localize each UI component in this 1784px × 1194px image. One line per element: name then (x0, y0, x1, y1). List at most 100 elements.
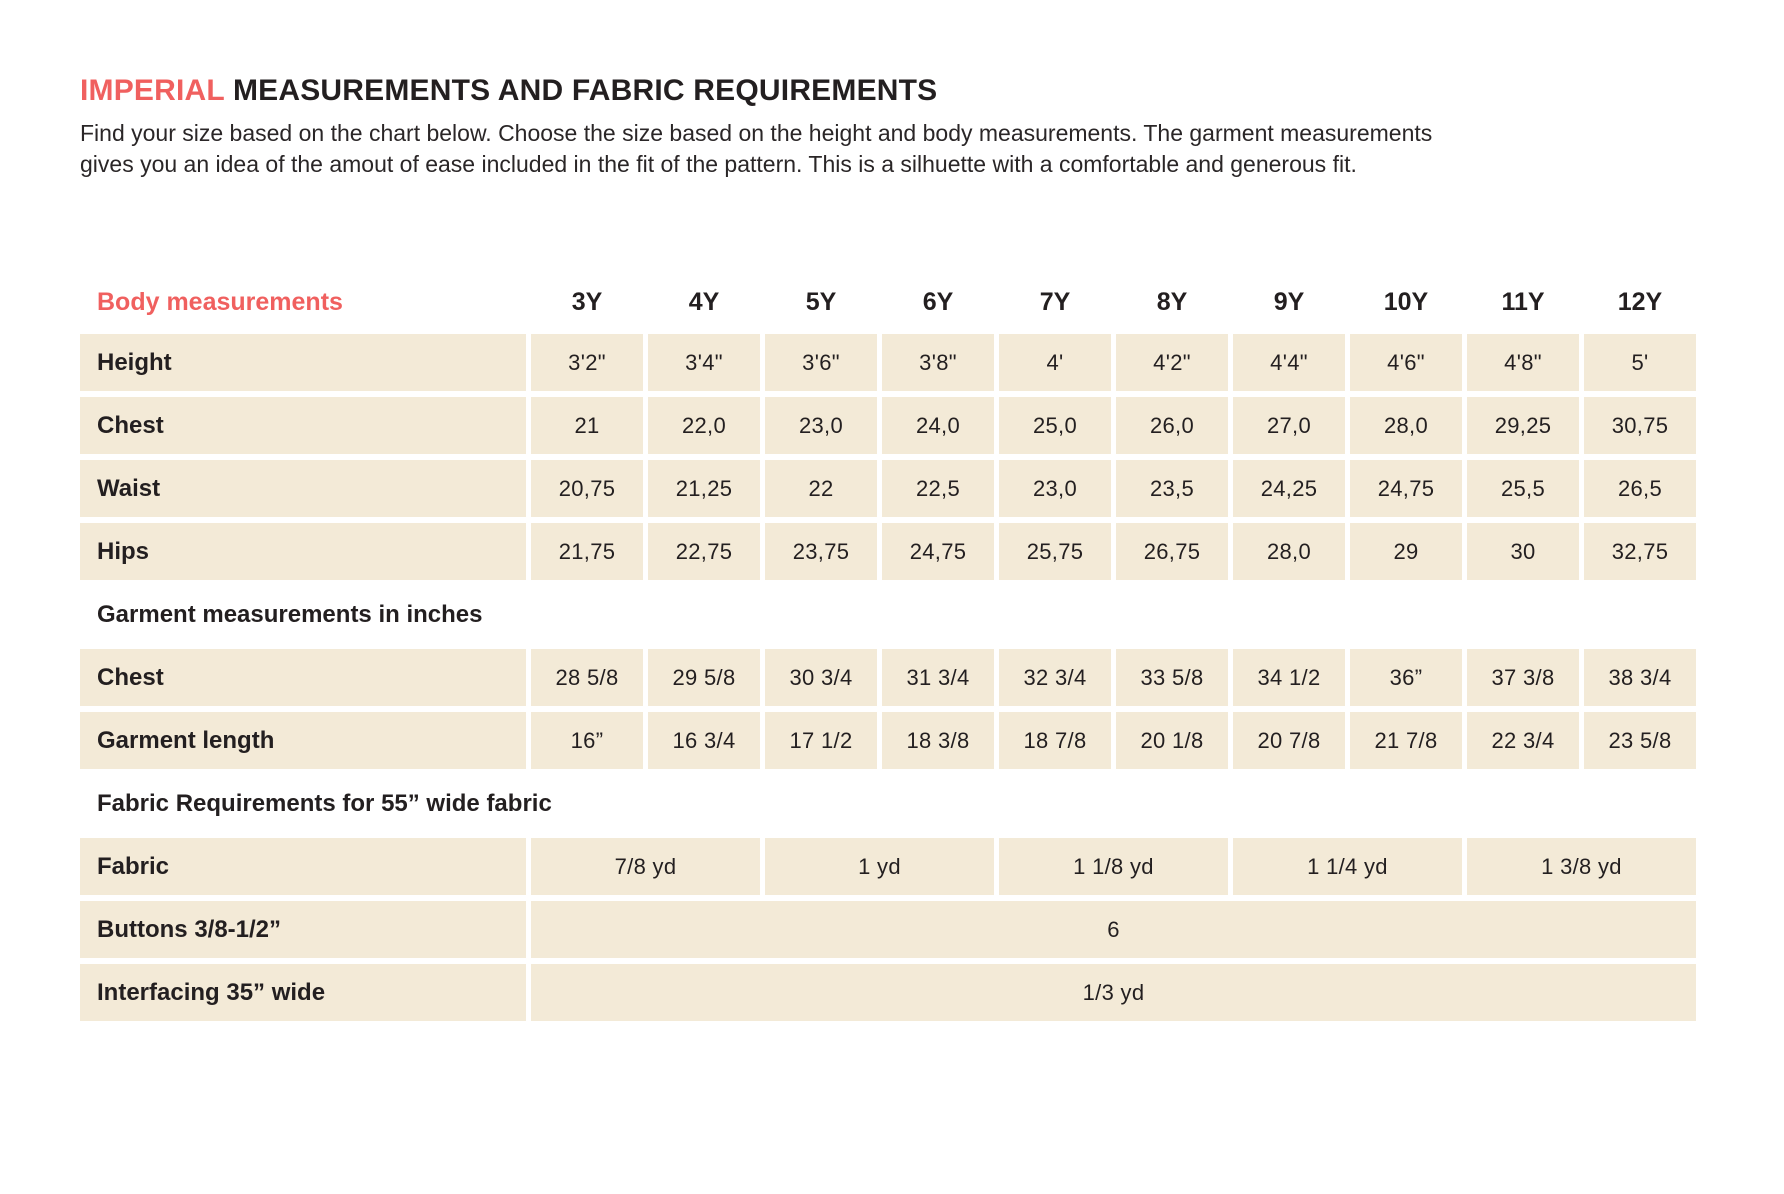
table-row: Waist 20,75 21,25 22 22,5 23,0 23,5 24,25 24,75 2… (80, 460, 1696, 517)
fabric-section-header: Fabric Requirements for 55” wide fabric (97, 789, 552, 817)
measurement-cell: 20 7/8 (1233, 712, 1345, 769)
measurement-cell: 29,25 (1467, 397, 1579, 454)
size-column-header: 10Y (1383, 287, 1429, 316)
measurement-cell: 22,75 (648, 523, 760, 580)
size-column-header: 12Y (1617, 287, 1663, 316)
fabric-yardage-cell: 1 3/8 yd (1467, 838, 1696, 895)
measurement-cell: 29 5/8 (648, 649, 760, 706)
measurement-cell: 25,5 (1467, 460, 1579, 517)
measurement-cell: 21,25 (648, 460, 760, 517)
measurement-cell: 31 3/4 (882, 649, 994, 706)
measurement-cell: 28,0 (1350, 397, 1462, 454)
measurement-cell: 3'8" (882, 334, 994, 391)
page-title: IMPERIAL MEASUREMENTS AND FABRIC REQUIRE… (80, 74, 1784, 108)
fabric-yardage-cell: 1 1/8 yd (999, 838, 1228, 895)
measurement-cell: 4'4" (1233, 334, 1345, 391)
measurement-cell: 22 (765, 460, 877, 517)
measurement-cell: 30 3/4 (765, 649, 877, 706)
body-measurements-header: Body measurements (97, 287, 343, 316)
measurement-cell: 4'8" (1467, 334, 1579, 391)
measurement-cell: 3'4" (648, 334, 760, 391)
measurement-cell: 28,0 (1233, 523, 1345, 580)
measurement-cell: 34 1/2 (1233, 649, 1345, 706)
notions-rows: Buttons 3/8-1/2” 6 Interfacing 35” wide 1/3… (80, 901, 1696, 1021)
notion-value-cell: 6 (531, 901, 1696, 958)
measurement-cell: 38 3/4 (1584, 649, 1696, 706)
measurement-cell: 30 (1467, 523, 1579, 580)
intro-paragraph: Find your size based on the chart below.… (80, 118, 1784, 180)
row-label: Hips (80, 523, 526, 580)
table-row: Garment length 16” 16 3/4 17 1/2 18 3/8 18 7/… (80, 712, 1696, 769)
fabric-yardage-cell: 1 1/4 yd (1233, 838, 1462, 895)
table-row: Chest 21 22,0 23,0 24,0 25,0 26,0 27,0 28,0 29,25… (80, 397, 1696, 454)
measurement-cell: 21 (531, 397, 643, 454)
measurement-cell: 24,75 (882, 523, 994, 580)
measurement-cell: 29 (1350, 523, 1462, 580)
row-label: Interfacing 35” wide (80, 964, 526, 1021)
measurement-cell: 20 1/8 (1116, 712, 1228, 769)
table-row: Height 3'2" 3'4" 3'6" 3'8" 4' 4'2" 4'4" 4'6" 4'8"… (80, 334, 1696, 391)
measurement-cell: 22,5 (882, 460, 994, 517)
measurement-cell: 21,75 (531, 523, 643, 580)
measurement-cell: 23 5/8 (1584, 712, 1696, 769)
measurement-cell: 28 5/8 (531, 649, 643, 706)
garment-section-header: Garment measurements in inches (97, 600, 483, 628)
size-column-header: 4Y (688, 287, 720, 316)
measurement-cell: 27,0 (1233, 397, 1345, 454)
size-column-header: 5Y (805, 287, 837, 316)
measurement-cell: 25,75 (999, 523, 1111, 580)
measurement-cell: 22 3/4 (1467, 712, 1579, 769)
size-column-header: 11Y (1501, 287, 1545, 316)
notion-value-cell: 1/3 yd (531, 964, 1696, 1021)
row-label: Height (80, 334, 526, 391)
measurement-cell: 5' (1584, 334, 1696, 391)
row-label: Chest (80, 649, 526, 706)
measurement-cell: 23,5 (1116, 460, 1228, 517)
page-title-rest: MEASUREMENTS AND FABRIC REQUIREMENTS (224, 74, 938, 107)
page-title-highlight: IMPERIAL (80, 74, 225, 107)
measurement-cell: 20,75 (531, 460, 643, 517)
size-table: Body measurements 3Y 4Y 5Y 6Y 7Y 8Y 9Y 10Y 11Y 12… (80, 280, 1696, 1021)
measurement-cell: 16 3/4 (648, 712, 760, 769)
measurement-cell: 18 7/8 (999, 712, 1111, 769)
measurement-cell: 22,0 (648, 397, 760, 454)
garment-measurement-rows: Chest 28 5/8 29 5/8 30 3/4 31 3/4 32 3/4 33 5/… (80, 649, 1696, 769)
row-label: Garment length (80, 712, 526, 769)
row-label: Fabric (80, 838, 526, 895)
measurement-cell: 18 3/8 (882, 712, 994, 769)
table-row: Hips 21,75 22,75 23,75 24,75 25,75 26,75 28,0 29… (80, 523, 1696, 580)
row-label: Waist (80, 460, 526, 517)
measurement-cell: 16” (531, 712, 643, 769)
measurement-cell: 26,5 (1584, 460, 1696, 517)
measurement-cell: 26,0 (1116, 397, 1228, 454)
measurement-cell: 4'6" (1350, 334, 1462, 391)
table-row: Buttons 3/8-1/2” 6 (80, 901, 1696, 958)
measurement-cell: 4' (999, 334, 1111, 391)
measurement-cell: 30,75 (1584, 397, 1696, 454)
measurement-cell: 23,0 (765, 397, 877, 454)
table-row: Interfacing 35” wide 1/3 yd (80, 964, 1696, 1021)
measurement-cell: 17 1/2 (765, 712, 877, 769)
size-column-header: 7Y (1039, 287, 1071, 316)
body-measurement-rows: Height 3'2" 3'4" 3'6" 3'8" 4' 4'2" 4'4" 4'6" 4'8"… (80, 334, 1696, 580)
measurement-cell: 32 3/4 (999, 649, 1111, 706)
measurement-cell: 33 5/8 (1116, 649, 1228, 706)
size-column-header: 6Y (922, 287, 954, 316)
measurement-cell: 21 7/8 (1350, 712, 1462, 769)
fabric-requirement-rows: Fabric 7/8 yd 1 yd 1 1/8 yd 1 1/4 yd 1 3/8 yd (80, 838, 1696, 895)
table-row: Fabric 7/8 yd 1 yd 1 1/8 yd 1 1/4 yd 1 3/8 yd (80, 838, 1696, 895)
fabric-yardage-cell: 7/8 yd (531, 838, 760, 895)
measurement-cell: 23,0 (999, 460, 1111, 517)
measurement-cell: 37 3/8 (1467, 649, 1579, 706)
measurement-cell: 25,0 (999, 397, 1111, 454)
measurement-cell: 3'2" (531, 334, 643, 391)
pattern-size-chart-page: IMPERIAL MEASUREMENTS AND FABRIC REQUIRE… (80, 74, 1784, 1021)
measurement-cell: 36” (1350, 649, 1462, 706)
measurement-cell: 24,25 (1233, 460, 1345, 517)
size-column-header: 8Y (1156, 287, 1188, 316)
measurement-cell: 4'2" (1116, 334, 1228, 391)
measurement-cell: 26,75 (1116, 523, 1228, 580)
size-column-header: 3Y (571, 287, 603, 316)
row-label: Buttons 3/8-1/2” (80, 901, 526, 958)
measurement-cell: 24,75 (1350, 460, 1462, 517)
